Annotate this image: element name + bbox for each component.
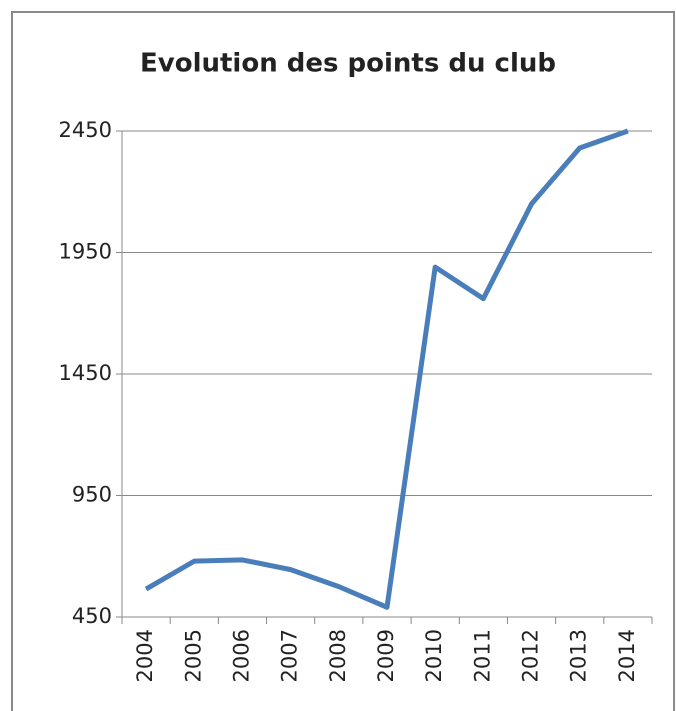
x-tick-label: 2008 [326,629,350,682]
y-tick-label: 1950 [59,240,112,264]
x-tick-label: 2005 [181,629,205,682]
y-tick-label: 1450 [59,361,112,385]
x-tick-label: 2009 [374,629,398,682]
x-tick-label: 2010 [422,629,446,682]
x-tick-label: 2004 [133,629,157,682]
line-series [144,128,629,610]
x-tick-label: 2012 [519,629,543,682]
chart-title: Evolution des points du club [140,49,556,79]
x-tick-label: 2007 [278,629,302,682]
x-tick-label: 2013 [567,629,591,682]
x-tick-label: 2014 [615,629,639,682]
y-tick-label: 2450 [59,118,112,142]
y-tick-label: 950 [72,483,112,507]
x-tick-label: 2011 [470,629,494,682]
x-tick-label: 2006 [229,629,253,682]
y-tick-label: 450 [72,604,112,628]
